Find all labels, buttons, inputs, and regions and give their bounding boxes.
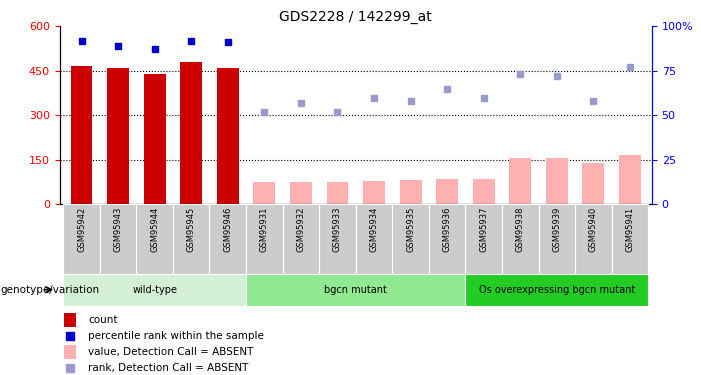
Bar [363, 181, 385, 204]
Bar [429, 204, 465, 274]
Bar [173, 204, 210, 274]
Bar [137, 204, 173, 274]
Bar [71, 66, 93, 204]
Bar [575, 204, 612, 274]
Text: count: count [88, 315, 118, 325]
Text: genotype/variation: genotype/variation [1, 285, 100, 295]
Text: GSM95938: GSM95938 [516, 207, 525, 252]
Bar [100, 204, 137, 274]
Bar [546, 158, 568, 204]
Text: bgcn mutant: bgcn mutant [325, 285, 387, 295]
Bar [510, 158, 531, 204]
Text: GSM95939: GSM95939 [552, 207, 562, 252]
Bar [619, 155, 641, 204]
Text: GSM95941: GSM95941 [625, 207, 634, 252]
Bar [290, 182, 312, 204]
Text: GSM95935: GSM95935 [406, 207, 415, 252]
Bar [612, 204, 648, 274]
Bar [583, 163, 604, 204]
Bar [217, 68, 239, 204]
Text: GSM95931: GSM95931 [260, 207, 269, 252]
Bar [64, 313, 76, 327]
Bar [210, 204, 246, 274]
Bar [393, 204, 429, 274]
Text: GSM95942: GSM95942 [77, 207, 86, 252]
Text: GSM95932: GSM95932 [297, 207, 306, 252]
Text: wild-type: wild-type [132, 285, 177, 295]
Bar [64, 345, 76, 359]
Bar [246, 204, 283, 274]
Bar [436, 179, 458, 204]
Bar [355, 204, 393, 274]
Text: GSM95937: GSM95937 [479, 207, 488, 252]
Bar [400, 180, 421, 204]
Text: value, Detection Call = ABSENT: value, Detection Call = ABSENT [88, 347, 254, 357]
Text: GSM95944: GSM95944 [150, 207, 159, 252]
Title: GDS2228 / 142299_at: GDS2228 / 142299_at [280, 10, 432, 24]
Text: GSM95945: GSM95945 [186, 207, 196, 252]
Text: GSM95940: GSM95940 [589, 207, 598, 252]
Bar [63, 204, 100, 274]
Text: GSM95933: GSM95933 [333, 207, 342, 252]
Bar [107, 68, 129, 204]
Bar [253, 182, 275, 204]
Text: GSM95946: GSM95946 [224, 207, 232, 252]
Bar [327, 182, 348, 204]
Bar [246, 274, 465, 306]
Bar [502, 204, 538, 274]
Text: Os overexpressing bgcn mutant: Os overexpressing bgcn mutant [479, 285, 635, 295]
Bar [283, 204, 319, 274]
Bar [472, 179, 495, 204]
Text: rank, Detection Call = ABSENT: rank, Detection Call = ABSENT [88, 363, 249, 373]
Text: GSM95934: GSM95934 [369, 207, 379, 252]
Bar [465, 274, 648, 306]
Bar [144, 74, 165, 204]
Bar [180, 62, 202, 204]
Bar [319, 204, 355, 274]
Bar [538, 204, 575, 274]
Bar [465, 204, 502, 274]
Text: GSM95936: GSM95936 [442, 207, 451, 252]
Text: GSM95943: GSM95943 [114, 207, 123, 252]
Bar [63, 274, 246, 306]
Text: percentile rank within the sample: percentile rank within the sample [88, 331, 264, 341]
